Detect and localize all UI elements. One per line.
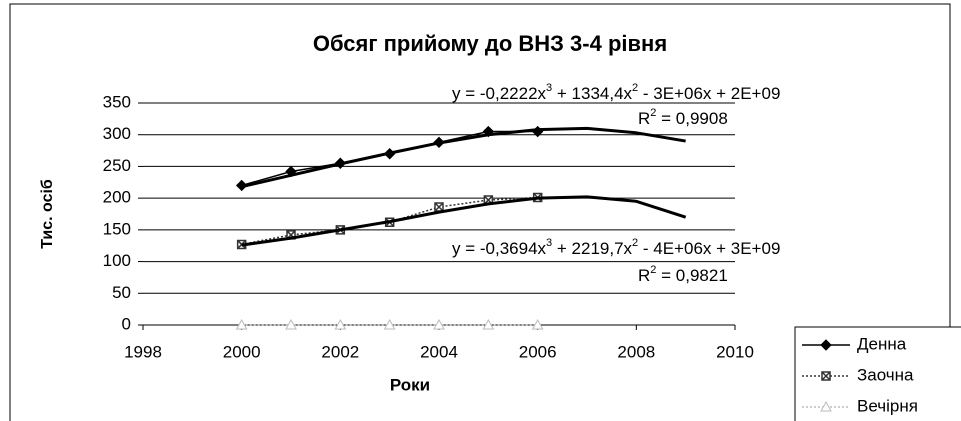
legend-marker	[820, 339, 832, 351]
y-tick-label: 200	[103, 188, 131, 207]
text-part: = 0,9821	[656, 266, 727, 285]
marker	[482, 318, 495, 330]
text-part: y = -0,3694x	[452, 239, 547, 258]
y-tick-label: 150	[103, 219, 131, 238]
legend-marker	[821, 371, 831, 381]
superscript: 3	[546, 82, 552, 94]
x-tick-label: 2000	[223, 342, 261, 361]
superscript: 3	[546, 237, 552, 249]
y-tick-label: 300	[103, 124, 131, 143]
chart-border	[9, 3, 951, 421]
text-part: R	[638, 266, 650, 285]
superscript: 2	[650, 107, 656, 119]
y-tick-label: 100	[103, 251, 131, 270]
x-tick-label: 2010	[716, 342, 754, 361]
legend-marker	[820, 400, 832, 412]
marker	[285, 318, 297, 330]
text-part: - 3E+06x + 2E+09	[638, 84, 780, 103]
text-part: + 2219,7x	[552, 239, 632, 258]
marker	[531, 318, 544, 330]
marker	[434, 202, 444, 212]
legend-label: Денна	[857, 334, 907, 353]
marker	[235, 318, 248, 330]
trendline	[241, 195, 687, 247]
marker	[433, 318, 445, 330]
chart-title: Обсяг прийому до ВНЗ 3-4 рівня	[313, 31, 667, 56]
trend-equation: y = -0,2222x3 + 1334,4x2 - 3E+06x + 2E+0…	[452, 82, 780, 104]
text-part: y = -0,2222x	[452, 84, 547, 103]
text-part: + 1334,4x	[552, 84, 632, 103]
trend-r2: R2 = 0,9908	[638, 107, 728, 129]
text-part: R	[638, 109, 650, 128]
text-part: = 0,9908	[656, 109, 727, 128]
superscript: 2	[632, 82, 638, 94]
x-axis-label: Роки	[390, 375, 430, 394]
x-tick-label: 2008	[617, 342, 655, 361]
y-tick-label: 250	[103, 156, 131, 175]
y-tick-label: 50	[112, 283, 131, 302]
trendline	[241, 126, 686, 189]
y-tick-label: 350	[103, 92, 131, 111]
y-tick-label: 0	[122, 314, 131, 333]
x-tick-label: 2004	[420, 342, 458, 361]
superscript: 2	[650, 264, 656, 276]
superscript: 2	[632, 237, 638, 249]
trend-r2: R2 = 0,9821	[638, 264, 728, 286]
legend-label: Заочна	[857, 365, 914, 384]
x-tick-label: 2002	[321, 342, 359, 361]
text-part: - 4E+06x + 3E+09	[638, 239, 780, 258]
y-axis-label: Тис. осіб	[39, 179, 56, 249]
x-tick-label: 1998	[124, 342, 162, 361]
marker	[334, 318, 347, 330]
x-tick-label: 2006	[519, 342, 557, 361]
marker	[383, 318, 396, 330]
trend-equation: y = -0,3694x3 + 2219,7x2 - 4E+06x + 3E+0…	[452, 237, 780, 259]
legend-label: Вечірня	[857, 396, 918, 415]
